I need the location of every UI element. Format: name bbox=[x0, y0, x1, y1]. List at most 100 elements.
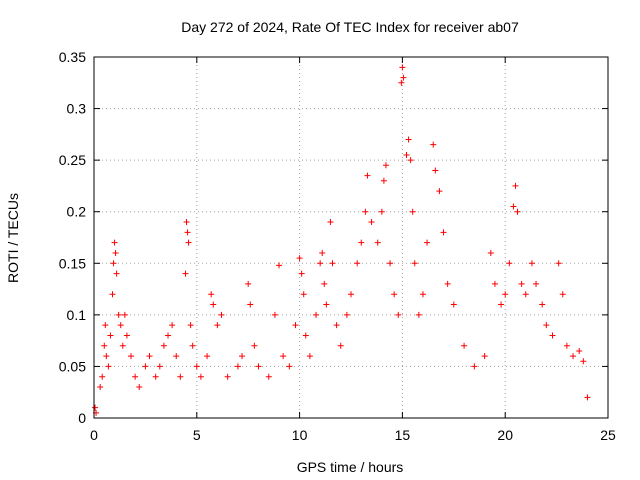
data-point bbox=[491, 280, 498, 287]
data-point bbox=[471, 363, 478, 370]
data-point bbox=[183, 219, 190, 226]
y-axis-label: ROTI / TECUs bbox=[5, 193, 21, 283]
data-point bbox=[302, 332, 309, 339]
data-point bbox=[382, 162, 389, 169]
data-point bbox=[184, 229, 191, 236]
data-point bbox=[487, 249, 494, 256]
data-point bbox=[570, 353, 577, 360]
data-point bbox=[146, 353, 153, 360]
data-point bbox=[208, 291, 215, 298]
data-point bbox=[271, 311, 278, 318]
data-point bbox=[111, 239, 118, 246]
data-point bbox=[234, 363, 241, 370]
data-point bbox=[92, 404, 99, 411]
data-point bbox=[239, 353, 246, 360]
data-point bbox=[510, 203, 517, 210]
data-point bbox=[450, 301, 457, 308]
data-point bbox=[337, 342, 344, 349]
data-point bbox=[193, 363, 200, 370]
y-tick-label: 0.1 bbox=[67, 307, 87, 323]
data-points bbox=[92, 64, 591, 416]
data-point bbox=[436, 188, 443, 195]
data-point bbox=[399, 64, 406, 71]
y-tick-label: 0.15 bbox=[59, 255, 86, 271]
data-point bbox=[405, 136, 412, 143]
data-point bbox=[187, 322, 194, 329]
data-point bbox=[292, 322, 299, 329]
data-point bbox=[380, 177, 387, 184]
data-point bbox=[348, 291, 354, 298]
data-point bbox=[132, 373, 139, 380]
data-point bbox=[395, 311, 402, 318]
data-point bbox=[374, 239, 381, 246]
data-point bbox=[407, 157, 414, 164]
data-point bbox=[112, 249, 119, 256]
data-point bbox=[543, 322, 550, 329]
data-point bbox=[518, 280, 525, 287]
data-point bbox=[156, 363, 163, 370]
data-point bbox=[419, 291, 426, 298]
x-tick-label: 20 bbox=[497, 427, 513, 443]
data-point bbox=[160, 342, 167, 349]
y-tick-label: 0.35 bbox=[59, 49, 86, 65]
data-point bbox=[255, 363, 262, 370]
data-point bbox=[498, 301, 505, 308]
data-point bbox=[343, 311, 350, 318]
chart-title: Day 272 of 2024, Rate Of TEC Index for r… bbox=[181, 19, 519, 35]
data-point bbox=[327, 219, 334, 226]
data-point bbox=[251, 342, 258, 349]
data-point bbox=[165, 332, 172, 339]
data-point bbox=[119, 342, 126, 349]
data-point bbox=[584, 394, 591, 401]
data-point bbox=[107, 332, 114, 339]
data-point bbox=[152, 373, 159, 380]
data-point bbox=[512, 182, 519, 189]
x-tick-label: 15 bbox=[395, 427, 411, 443]
data-point bbox=[549, 332, 556, 339]
data-point bbox=[97, 384, 104, 391]
data-point bbox=[576, 347, 583, 354]
data-point bbox=[117, 322, 124, 329]
y-tick-label: 0.05 bbox=[59, 358, 86, 374]
data-point bbox=[411, 260, 418, 267]
data-point bbox=[214, 322, 221, 329]
data-point bbox=[319, 249, 326, 256]
data-point bbox=[286, 363, 293, 370]
plot-frame bbox=[93, 56, 609, 419]
data-point bbox=[329, 260, 336, 267]
x-tick-label: 25 bbox=[600, 427, 616, 443]
data-point bbox=[173, 353, 180, 360]
data-point bbox=[110, 260, 117, 267]
data-point bbox=[563, 342, 570, 349]
data-point bbox=[247, 301, 254, 308]
data-point bbox=[204, 353, 211, 360]
data-point bbox=[362, 208, 369, 215]
data-point bbox=[506, 260, 513, 267]
data-point bbox=[99, 373, 106, 380]
data-point bbox=[555, 260, 562, 267]
data-point bbox=[580, 358, 587, 365]
data-point bbox=[533, 280, 540, 287]
data-point bbox=[296, 255, 303, 262]
data-point bbox=[103, 353, 110, 360]
data-point bbox=[333, 322, 340, 329]
data-point bbox=[265, 373, 272, 380]
x-tick-label: 0 bbox=[90, 427, 98, 443]
data-point bbox=[559, 291, 566, 298]
data-point bbox=[528, 260, 535, 267]
data-point bbox=[358, 239, 365, 246]
y-tick-label: 0.3 bbox=[67, 101, 87, 117]
data-point bbox=[430, 141, 437, 148]
data-point bbox=[245, 280, 252, 287]
data-point bbox=[210, 301, 217, 308]
data-point bbox=[101, 342, 108, 349]
data-point bbox=[354, 260, 361, 267]
x-axis-label: GPS time / hours bbox=[297, 459, 404, 475]
data-point bbox=[539, 301, 546, 308]
data-point bbox=[102, 322, 109, 329]
data-point bbox=[514, 208, 521, 215]
data-point bbox=[276, 262, 283, 269]
data-point bbox=[364, 172, 371, 179]
y-tick-label: 0 bbox=[78, 410, 86, 426]
